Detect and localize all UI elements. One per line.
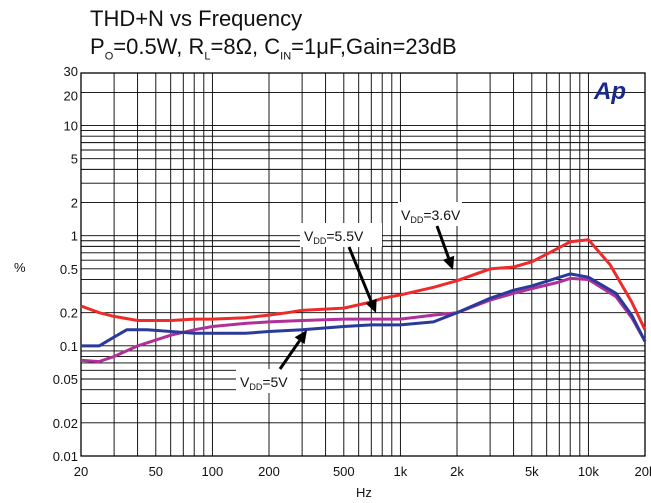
chart-title: THD+N vs Frequency <box>90 6 303 31</box>
grid <box>80 72 646 457</box>
x-tick-label: 50 <box>149 464 163 479</box>
series-line-0 <box>80 238 647 331</box>
x-tick-label: 200 <box>258 464 280 479</box>
subtitle-cin-sub: IN <box>280 50 292 63</box>
y-tick-label: 20 <box>64 88 78 103</box>
tick-labels: 20 50 100 200 500 1k 2k 5k 10k 20k 0.01 0.02 0.05 0.1… <box>53 64 651 479</box>
series-group <box>80 238 647 364</box>
y-tick-label: 2 <box>71 196 78 211</box>
x-tick-label: 20 <box>74 464 88 479</box>
x-tick-label: 100 <box>202 464 224 479</box>
x-tick-label: 10k <box>578 464 599 479</box>
y-tick-label: 10 <box>64 119 78 134</box>
annotation-label: VDD=3.6V <box>401 207 461 225</box>
annotations: VDD=3.6V VDD=5.5V VDD=5V <box>236 202 462 393</box>
subtitle-po-sub: O <box>104 50 114 63</box>
x-tick-label: 5k <box>525 464 539 479</box>
subtitle-cin-val: =1μF,Gain=23dB <box>291 34 457 59</box>
annotation-box <box>300 223 382 247</box>
annotation-label: VDD=5V <box>240 374 288 392</box>
subtitle-cin: C <box>264 34 281 59</box>
y-tick-label: 0.5 <box>60 262 78 277</box>
x-tick-label: 20k <box>635 464 651 479</box>
annotation-box <box>236 369 300 393</box>
annotation-label: VDD=5.5V <box>304 228 364 246</box>
y-tick-label: 0.1 <box>60 339 78 354</box>
annotation-arrow <box>278 339 301 370</box>
annotation-box <box>398 202 462 226</box>
ap-logo: Ap <box>593 78 626 105</box>
y-tick-label: 30 <box>64 64 78 79</box>
chart-subtitle: PO=0.5W, RL=8Ω, CIN=1μF,Gain=23dB <box>90 34 457 62</box>
subtitle-po-val: =0.5W, <box>113 34 189 59</box>
annotation-arrow <box>347 246 373 302</box>
y-tick-label: 0.01 <box>53 449 78 464</box>
annotation-arrowhead <box>294 330 307 345</box>
subtitle-rl-sub: L <box>204 50 211 63</box>
y-tick-label: 1 <box>71 229 78 244</box>
subtitle-rl: R <box>188 34 205 59</box>
x-tick-label: 1k <box>394 464 408 479</box>
y-tick-label: 0.2 <box>60 306 78 321</box>
series-line-2 <box>81 272 647 348</box>
subtitle-po: P <box>90 34 105 59</box>
annotation-arrow <box>435 225 450 259</box>
annotation-arrowhead <box>442 255 455 270</box>
y-axis-label: % <box>14 260 26 275</box>
series-line-1 <box>80 276 647 364</box>
y-tick-label: 5 <box>71 152 78 167</box>
x-tick-label: 500 <box>333 464 355 479</box>
annotation-arrowhead <box>365 298 377 313</box>
y-tick-label: 0.02 <box>53 416 78 431</box>
x-axis-label: Hz <box>356 485 372 500</box>
x-tick-label: 2k <box>450 464 464 479</box>
y-tick-label: 0.05 <box>53 372 78 387</box>
subtitle-rl-val: =8Ω, <box>210 34 265 59</box>
